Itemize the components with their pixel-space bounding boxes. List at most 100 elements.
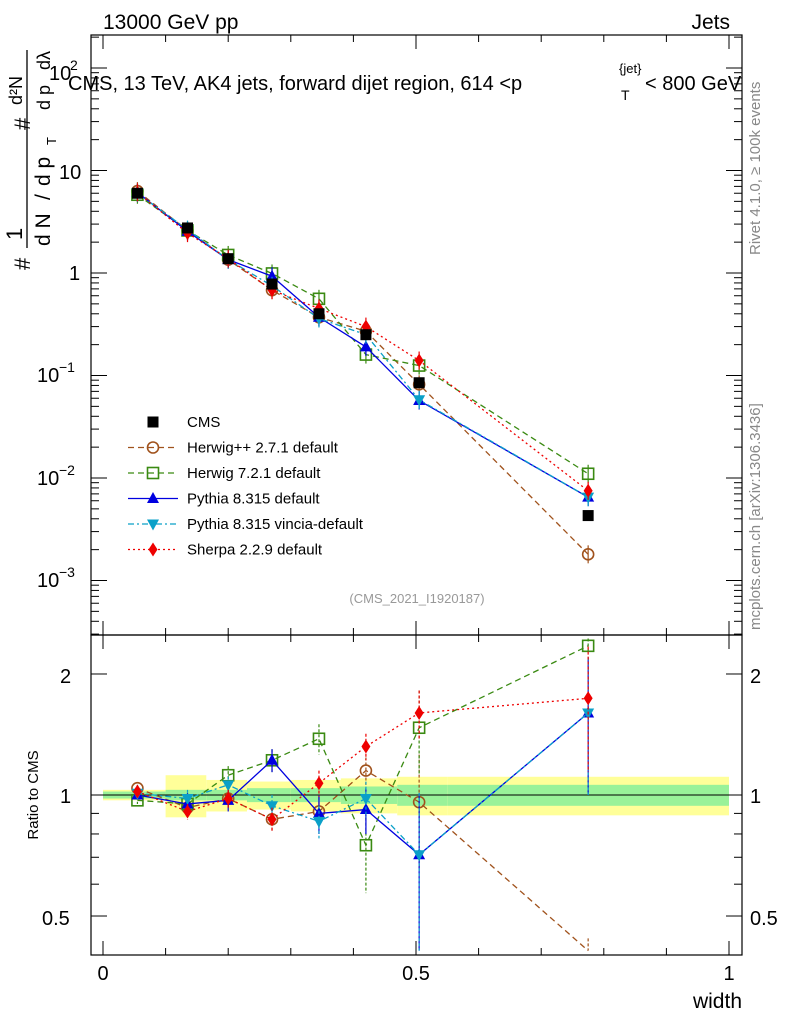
- legend-label-pythia-8-315-vincia-default: Pythia 8.315 vincia-default: [187, 516, 364, 533]
- x-tick-0: 0: [97, 963, 108, 985]
- title-superscript: {jet}: [619, 61, 642, 76]
- cms-point: [131, 187, 143, 199]
- herwig-7-2-1-default-line: [137, 194, 589, 475]
- sherpa-2-2-9-default-line: [137, 191, 589, 492]
- pythia-8-315-default-line: [137, 191, 589, 498]
- ratio-uncertainty-bands: [103, 775, 729, 818]
- ratio-y-axis-label: Ratio to CMS: [25, 750, 42, 839]
- axis-ticks: [91, 35, 742, 955]
- herwig-7-2-1-default-point: [581, 467, 595, 481]
- y-label-dp: d p: [32, 157, 55, 186]
- y-label-d2N: d²N: [6, 76, 26, 105]
- pythia-8-315-default-point: [359, 340, 372, 352]
- herwig-2-7-1-default-ratio-point: [359, 764, 373, 777]
- pythia-8-315-vincia-default-ratio-point: [266, 801, 279, 813]
- cms-point: [360, 329, 372, 341]
- sherpa-2-2-9-default-ratio-point: [183, 804, 193, 819]
- y-label-one: 1: [2, 228, 27, 240]
- y-tick-1: 1: [69, 263, 80, 285]
- pythia-8-315-vincia-default-line: [137, 192, 589, 498]
- mcplots-label: mcplots.cern.ch [arXiv:1306.3436]: [747, 403, 764, 630]
- pythia-8-315-vincia-default-ratio-point: [222, 780, 235, 792]
- x-tick-0.5: 0.5: [402, 963, 430, 985]
- rivet-version-label: Rivet 4.1.0, ≥ 100k events: [747, 82, 764, 255]
- pythia-8-315-vincia-default-ratio-point: [312, 816, 325, 828]
- ratio-y-tick-2-right: 2: [750, 666, 761, 688]
- herwig-2-7-1-default-point: [581, 548, 595, 561]
- pythia-8-315-vincia-default-ratio-line: [137, 712, 589, 856]
- legend: CMS Herwig++ 2.7.1 default Herwig 7.2.1 de…: [128, 414, 364, 559]
- sherpa-2-2-9-default-point: [414, 353, 424, 368]
- cms-point: [266, 278, 278, 290]
- y-tick-1e-3-exp: −3: [59, 564, 75, 580]
- legend-marker-cms: [147, 416, 159, 428]
- ratio-y-tick-1: 1: [60, 786, 71, 808]
- herwig-7-2-1-default-ratio-point: [581, 639, 595, 653]
- sherpa-2-2-9-default-ratio-point: [361, 739, 371, 754]
- cms-point: [313, 308, 325, 320]
- y-label-dlambda: dλ: [34, 51, 54, 70]
- pythia-8-315-default-ratio-point: [266, 753, 279, 765]
- y-tick-1e-2-exp: −2: [59, 462, 75, 478]
- analysis-id-label: (CMS_2021_I1920187): [349, 591, 484, 606]
- legend-label-pythia-8-315-default: Pythia 8.315 default: [187, 491, 320, 508]
- legend-marker-pythia-8-315-default: [147, 492, 159, 503]
- pythia-8-315-vincia-default-ratio-point: [413, 850, 426, 862]
- sherpa-2-2-9-default-ratio-point: [583, 691, 593, 706]
- sherpa-2-2-9-default-ratio-point: [314, 776, 324, 791]
- y-tick-1e2-base: 10: [49, 63, 71, 85]
- cms-point: [413, 377, 425, 389]
- sherpa-2-2-9-default-ratio-point: [414, 705, 424, 720]
- y-tick-1e-1-base: 10: [37, 365, 59, 387]
- y-label-dp2: d p: [34, 85, 54, 110]
- herwig-7-2-1-default-ratio-line: [137, 645, 589, 847]
- main-y-tick-labels: 10 2 10 1 10 −1 10 −2 10 −3: [37, 57, 81, 592]
- legend-marker-sherpa-2-2-9-default: [148, 542, 158, 557]
- main-series-group: [131, 182, 595, 564]
- category-label: Jets: [691, 11, 730, 34]
- herwig-7-2-1-default-ratio-point: [312, 732, 326, 746]
- pythia-8-315-default-ratio-line: [137, 712, 589, 856]
- sherpa-2-2-9-default-ratio-point: [132, 784, 142, 799]
- ratio-y-tick-0.5-right: 0.5: [750, 908, 778, 930]
- sherpa-2-2-9-default-ratio-point: [223, 791, 233, 806]
- legend-label-herwig-2-7-1-default: Herwig++ 2.7.1 default: [187, 440, 339, 457]
- y-tick-1e-3-base: 10: [37, 570, 59, 592]
- ratio-y-tick-2: 2: [60, 666, 71, 688]
- pythia-8-315-default-point: [266, 269, 279, 281]
- title-subscript: T: [621, 87, 630, 103]
- pythia-8-315-vincia-default-ratio-point: [181, 794, 194, 806]
- cms-point: [582, 510, 594, 522]
- legend-marker-herwig-7-2-1-default: [146, 466, 160, 480]
- sherpa-2-2-9-default-point: [583, 483, 593, 498]
- energy-label: 13000 GeV pp: [103, 11, 238, 34]
- y-label-T: T: [44, 137, 59, 145]
- title-main: CMS, 13 TeV, AK4 jets, forward dijet reg…: [68, 73, 522, 95]
- pythia-8-315-vincia-default-point: [413, 395, 426, 407]
- pythia-8-315-vincia-default-ratio-point: [359, 794, 372, 806]
- ratio-series-group: [131, 638, 595, 952]
- cms-point: [222, 253, 234, 265]
- y-tick-1e2-exp: 2: [70, 57, 78, 73]
- main-y-axis-label: # 1 d N / d p T # d²N d p dλ: [2, 50, 59, 270]
- y-label-slash: /: [32, 194, 55, 200]
- legend-marker-pythia-8-315-vincia-default: [147, 519, 159, 531]
- legend-label-cms: CMS: [187, 414, 220, 431]
- y-tick-1e-1-exp: −1: [59, 359, 75, 375]
- y-label-dN: d N: [32, 213, 55, 246]
- y-label-hash: #: [10, 257, 35, 270]
- x-axis-label: width: [692, 990, 742, 1013]
- y-tick-10: 10: [59, 162, 81, 184]
- y-tick-1e-2-base: 10: [37, 468, 59, 490]
- herwig-7-2-1-default-ratio-point: [359, 838, 373, 852]
- x-tick-1: 1: [723, 963, 734, 985]
- ratio-y-tick-1-right: 1: [750, 786, 761, 808]
- legend-label-herwig-7-2-1-default: Herwig 7.2.1 default: [187, 465, 321, 482]
- sherpa-2-2-9-default-ratio-line: [137, 697, 589, 821]
- legend-label-sherpa-2-2-9-default: Sherpa 2.2.9 default: [187, 542, 323, 559]
- herwig-2-7-1-default-ratio-line: [137, 769, 589, 952]
- title-tail: < 800 GeV: [645, 73, 742, 95]
- ratio-y-tick-0.5: 0.5: [42, 908, 70, 930]
- plot-title: CMS, 13 TeV, AK4 jets, forward dijet reg…: [68, 61, 742, 103]
- sherpa-2-2-9-default-ratio-point: [267, 812, 277, 827]
